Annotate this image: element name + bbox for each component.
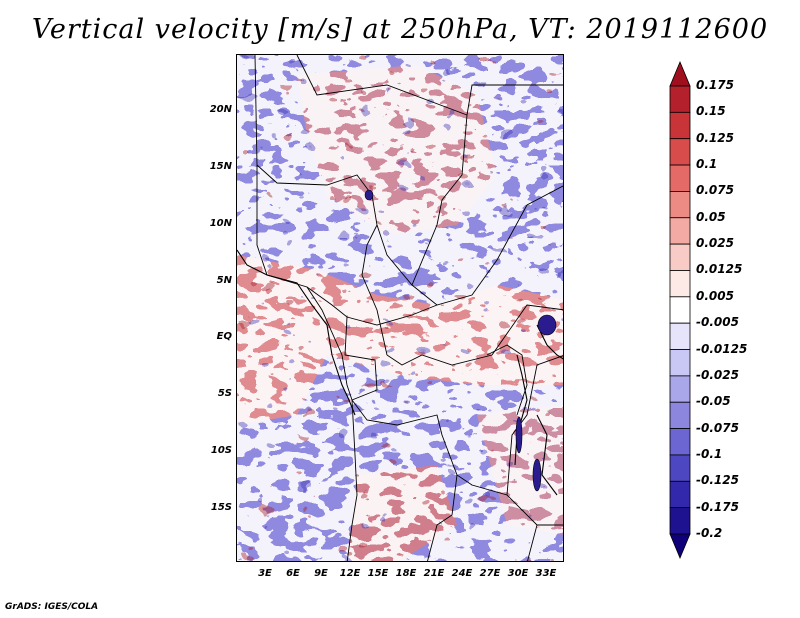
- footer-credit: GrADS: IGES/COLA: [5, 602, 99, 612]
- colorbar-segment: [669, 191, 691, 219]
- colorbar-label: 0.05: [696, 209, 726, 224]
- colorbar-segment: [669, 349, 691, 377]
- field-strong-down: [237, 55, 563, 561]
- lon-label: 18E: [395, 568, 417, 579]
- colorbar-label: 0.15: [696, 104, 726, 119]
- lon-label: 21E: [423, 568, 445, 579]
- colorbar: [669, 60, 691, 560]
- colorbar-segment: [669, 454, 691, 482]
- colorbar-segment: [669, 138, 691, 166]
- lon-label: 6E: [286, 568, 300, 579]
- colorbar-label: -0.1: [696, 446, 723, 461]
- lat-label: 20N: [209, 104, 232, 115]
- lakes: [364, 189, 557, 492]
- lat-label: 15N: [209, 161, 232, 172]
- colorbar-segment: [669, 164, 691, 192]
- colorbar-segment: [669, 85, 691, 113]
- colorbar-label: -0.0125: [696, 341, 748, 356]
- colorbar-segment: [669, 60, 691, 87]
- colorbar-label: 0.1: [696, 157, 718, 172]
- lat-label: 5N: [216, 275, 232, 286]
- colorbar-label: 0.175: [696, 78, 734, 92]
- lat-label: 10S: [210, 445, 232, 456]
- colorbar-segment: [669, 480, 691, 509]
- lat-label: 15S: [210, 502, 232, 513]
- colorbar-label: -0.175: [696, 499, 739, 514]
- map-plot: [236, 54, 564, 562]
- lon-label: 9E: [314, 568, 328, 579]
- lat-label: 10N: [209, 218, 232, 229]
- colorbar-segment: [669, 507, 691, 535]
- country-borders: [254, 55, 563, 561]
- colorbar-label: -0.05: [696, 394, 731, 409]
- colorbar-segment: [669, 322, 691, 350]
- colorbar-label: -0.005: [696, 315, 739, 330]
- colorbar-segment: [669, 243, 691, 271]
- colorbar-label: 0.025: [696, 236, 734, 251]
- lon-label: 12E: [339, 568, 361, 579]
- colorbar-segment: [669, 533, 691, 560]
- lon-label: 27E: [479, 568, 501, 579]
- lat-label: EQ: [216, 331, 232, 342]
- colorbar-segment: [669, 401, 691, 429]
- colorbar-label: -0.075: [696, 420, 739, 435]
- lon-label: 33E: [535, 568, 557, 579]
- lon-label: 24E: [451, 568, 473, 579]
- colorbar-segment: [669, 217, 691, 245]
- colorbar-label: -0.125: [696, 473, 739, 488]
- colorbar-segment: [669, 375, 691, 403]
- lon-label: 3E: [258, 568, 272, 579]
- lon-label: 15E: [367, 568, 389, 579]
- colorbar-label: 0.005: [696, 288, 734, 303]
- colorbar-label: -0.025: [696, 367, 739, 382]
- colorbar-label: 0.075: [696, 183, 734, 198]
- colorbar-segment: [669, 428, 691, 456]
- chart-title: Vertical velocity [m/s] at 250hPa, VT: 2…: [31, 14, 769, 45]
- lat-label: 5S: [217, 388, 232, 399]
- colorbar-label: 0.125: [696, 130, 734, 145]
- coastlines: [237, 249, 563, 496]
- colorbar-segment: [669, 296, 691, 324]
- colorbar-label: -0.2: [696, 526, 723, 540]
- colorbar-segment: [669, 270, 691, 298]
- colorbar-segment: [669, 111, 691, 140]
- lon-label: 30E: [507, 568, 529, 579]
- colorbar-label: 0.0125: [696, 262, 743, 277]
